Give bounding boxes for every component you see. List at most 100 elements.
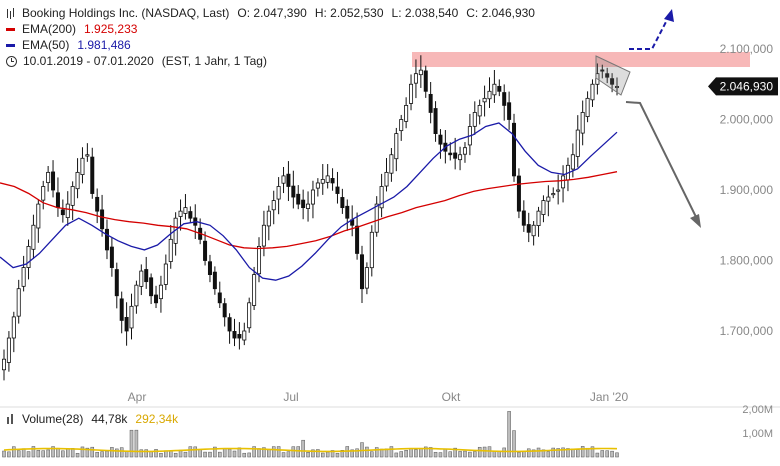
volume-bar — [394, 452, 399, 458]
candle-body — [266, 210, 271, 227]
candle-body — [570, 154, 575, 170]
candle-12 — [60, 199, 65, 223]
candle-23 — [114, 262, 119, 309]
candle-27 — [134, 280, 139, 314]
consolidation-triangle — [595, 55, 631, 96]
candle-body — [149, 277, 154, 297]
candle-44 — [217, 281, 222, 309]
volume-average-line — [3, 447, 618, 453]
candle-34 — [168, 225, 173, 269]
candle-body — [590, 83, 595, 101]
clock-icon — [6, 55, 17, 67]
candle-body — [418, 69, 423, 76]
candle-22 — [109, 237, 114, 277]
volume-bar — [267, 448, 271, 458]
candle-73 — [359, 245, 364, 304]
candle-body — [394, 133, 399, 160]
candle-106 — [521, 200, 526, 232]
candle-41 — [203, 231, 208, 266]
candle-42 — [207, 254, 212, 283]
volume-bar — [85, 447, 90, 458]
y-tick-label: 1.800,000 — [720, 254, 774, 268]
volume-bar — [198, 449, 202, 458]
candle-37 — [183, 194, 188, 220]
candle-body — [188, 211, 193, 219]
candle-body — [389, 154, 394, 174]
candle-36 — [178, 199, 183, 231]
volume-bar — [414, 449, 418, 458]
volume-bar — [404, 449, 408, 458]
volume-bar — [526, 448, 531, 458]
x-tick-label: Jul — [283, 390, 298, 404]
volume-bar — [433, 451, 438, 458]
candle-body — [345, 205, 350, 219]
candle-33 — [163, 254, 168, 291]
volume-bar — [536, 447, 541, 458]
candle-body — [55, 192, 60, 209]
volume-bar — [580, 446, 585, 458]
volume-bar — [139, 449, 144, 458]
candle-92 — [453, 137, 458, 170]
candle-95 — [467, 113, 472, 156]
volume-bar — [173, 452, 178, 458]
candle-56 — [276, 177, 281, 215]
candle-101 — [497, 79, 502, 97]
volume-bar — [316, 449, 320, 458]
candle-94 — [462, 142, 467, 163]
volume-bar — [458, 451, 462, 458]
volume-bar — [477, 446, 482, 458]
candle-body — [433, 108, 438, 134]
candle-body — [325, 175, 330, 183]
candle-83 — [409, 74, 414, 111]
volume-bar — [595, 452, 600, 458]
volume-bar — [7, 451, 11, 458]
candle-99 — [487, 77, 492, 108]
candle-body — [217, 292, 222, 304]
volume-bar — [51, 446, 55, 458]
candle-29 — [144, 256, 149, 289]
x-tick-label: Jan '20 — [590, 390, 629, 404]
candle-7 — [36, 199, 41, 243]
volume-bar — [129, 429, 134, 458]
volume-bar — [105, 450, 109, 458]
volume-bar — [507, 411, 511, 458]
candle-114 — [561, 165, 566, 203]
candle-35 — [173, 212, 178, 256]
y-tick-label: 1.900,000 — [720, 183, 774, 197]
candle-body — [2, 358, 7, 371]
candle-9 — [46, 166, 51, 192]
candle-111 — [546, 185, 551, 217]
volume-bar — [159, 452, 163, 458]
volume-bar — [75, 453, 80, 458]
candle-body — [232, 331, 237, 339]
candle-body — [492, 83, 497, 96]
volume-bar — [168, 450, 173, 458]
volume-bar — [46, 449, 50, 458]
volume-bar — [262, 447, 266, 458]
date-range: 10.01.2019 - 07.01.2020 — [23, 54, 154, 68]
candle-43 — [212, 266, 217, 295]
candle-17 — [85, 143, 90, 162]
candle-body — [462, 147, 467, 155]
volume-value: 44,78k — [91, 412, 128, 426]
candle-103 — [507, 91, 512, 130]
candle-body — [615, 86, 620, 89]
volume-bar — [482, 446, 487, 458]
volume-bar — [306, 451, 310, 458]
candle-body — [340, 197, 345, 209]
candle-body — [90, 156, 95, 194]
volume-bar — [252, 446, 256, 458]
ema50-label: EMA(50) — [22, 38, 70, 52]
volume-bar — [188, 446, 193, 458]
candle-body — [65, 203, 70, 219]
candle-body — [516, 175, 521, 212]
candle-110 — [541, 195, 546, 223]
volume-bar — [110, 447, 114, 458]
candle-body — [580, 112, 585, 134]
candle-body — [477, 105, 482, 117]
volume-bars-icon — [6, 414, 16, 424]
candle-116 — [570, 143, 575, 178]
low-value: L: 2.038,540 — [391, 6, 459, 20]
